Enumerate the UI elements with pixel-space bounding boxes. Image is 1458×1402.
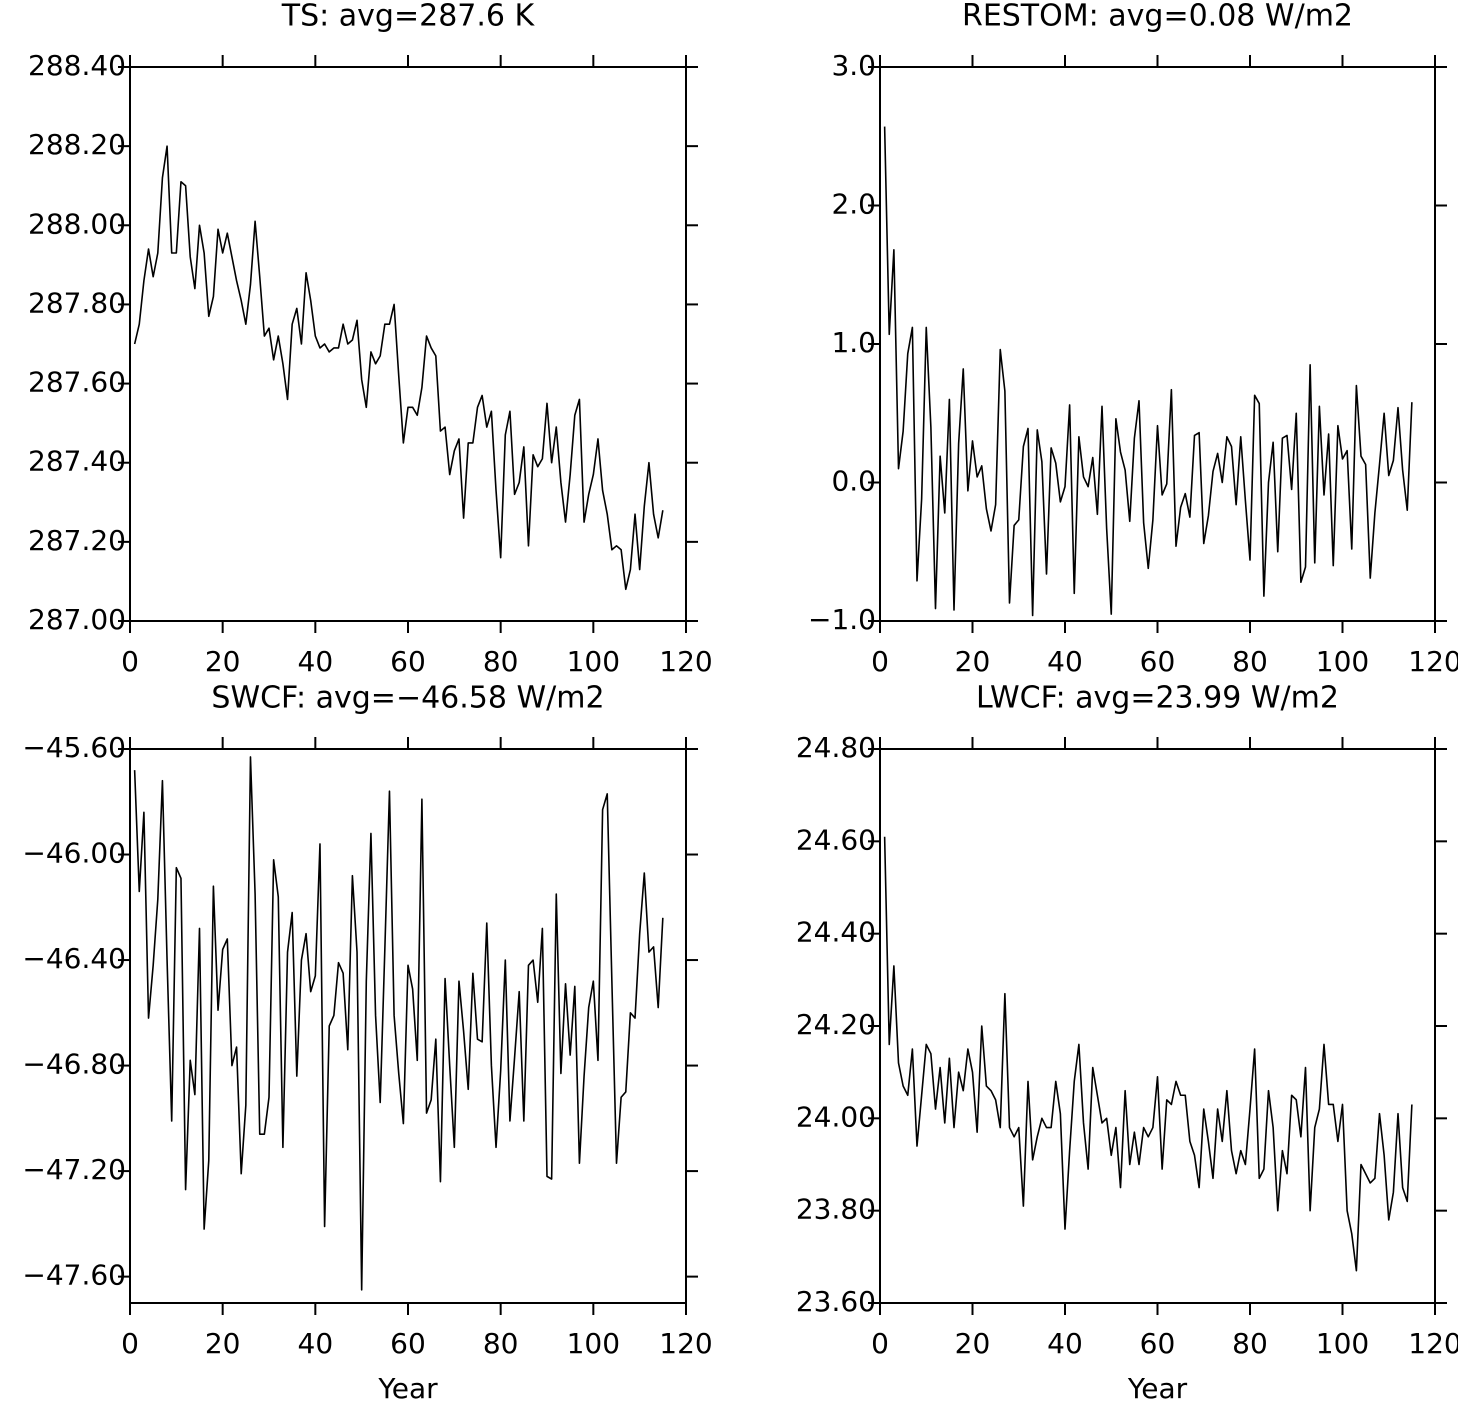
x-tick-label: 40 — [298, 645, 334, 678]
y-tick-label: 24.40 — [796, 916, 876, 949]
x-tick-label: 120 — [659, 645, 712, 678]
y-tick-label: 287.80 — [28, 286, 126, 319]
y-tick-label: 24.20 — [796, 1008, 876, 1041]
y-tick-label: −46.80 — [22, 1048, 126, 1081]
x-tick-label: 100 — [567, 645, 620, 678]
y-tick-label: 287.60 — [28, 366, 126, 399]
x-tick-label: 0 — [121, 1327, 139, 1360]
data-line — [133, 756, 664, 1291]
data-line — [883, 836, 1413, 1272]
x-tick-label: 80 — [1232, 645, 1268, 678]
x-tick-label: 60 — [390, 645, 426, 678]
x-tick-label: 0 — [871, 645, 889, 678]
y-tick-label: 23.80 — [796, 1193, 876, 1226]
plot-frame — [129, 748, 687, 1304]
chart-title: RESTOM: avg=0.08 W/m2 — [962, 0, 1353, 34]
x-tick-label: 40 — [1047, 1327, 1083, 1360]
x-axis-label: Year — [377, 1372, 438, 1402]
x-tick-label: 120 — [659, 1327, 712, 1360]
y-tick-label: 3.0 — [831, 49, 876, 82]
y-tick-label: 23.60 — [796, 1285, 876, 1318]
panel: TS: avg=287.6 K 287.00 287.20 287.40 287.60 2… — [28, 0, 713, 678]
x-tick-label: 20 — [955, 645, 991, 678]
y-tick-label: 287.40 — [28, 445, 126, 478]
y-tick-label: 287.20 — [28, 524, 126, 557]
x-tick-label: 60 — [1140, 645, 1176, 678]
panel: RESTOM: avg=0.08 W/m2 −1.0 0.0 1.0 2.0 3.0 0 20… — [808, 0, 1458, 678]
y-tick-label: −1.0 — [808, 603, 876, 636]
y-tick-label: 24.60 — [796, 823, 876, 856]
x-axis-label: Year — [1127, 1372, 1188, 1402]
x-tick-label: 0 — [871, 1327, 889, 1360]
data-line — [883, 126, 1413, 617]
x-tick-label: 120 — [1408, 1327, 1458, 1360]
x-tick-label: 100 — [567, 1327, 620, 1360]
x-tick-label: 20 — [205, 645, 241, 678]
x-tick-label: 0 — [121, 645, 139, 678]
plot-frame — [879, 66, 1436, 622]
plot-frame — [129, 66, 687, 622]
x-tick-label: 60 — [390, 1327, 426, 1360]
plot-frame — [879, 748, 1436, 1304]
y-tick-label: 288.40 — [28, 49, 126, 82]
data-line — [133, 145, 664, 591]
y-tick-label: 24.80 — [796, 731, 876, 764]
x-tick-label: 40 — [298, 1327, 334, 1360]
x-tick-label: 100 — [1316, 645, 1369, 678]
chart-title: SWCF: avg=−46.58 W/m2 — [211, 681, 604, 716]
y-tick-label: 24.00 — [796, 1100, 876, 1133]
x-tick-label: 80 — [483, 1327, 519, 1360]
x-tick-label: 40 — [1047, 645, 1083, 678]
x-tick-label: 20 — [955, 1327, 991, 1360]
y-tick-label: 1.0 — [831, 326, 876, 359]
y-tick-label: −46.40 — [22, 942, 126, 975]
x-tick-label: 100 — [1316, 1327, 1369, 1360]
x-tick-label: 20 — [205, 1327, 241, 1360]
y-tick-label: −47.60 — [22, 1259, 126, 1292]
y-tick-label: −46.00 — [22, 837, 126, 870]
y-tick-label: 2.0 — [831, 188, 876, 221]
panel: SWCF: avg=−46.58 W/m2 −47.60 −47.20 −46.80 −… — [22, 681, 712, 1402]
x-tick-label: 60 — [1140, 1327, 1176, 1360]
y-tick-label: 288.20 — [28, 128, 126, 161]
y-tick-label: 288.00 — [28, 207, 126, 240]
x-tick-label: 80 — [483, 645, 519, 678]
panel: LWCF: avg=23.99 W/m2 23.60 23.80 24.00 24.20… — [796, 681, 1458, 1402]
chart-title: LWCF: avg=23.99 W/m2 — [976, 681, 1339, 716]
y-tick-label: 0.0 — [831, 465, 876, 498]
x-tick-label: 80 — [1232, 1327, 1268, 1360]
x-tick-label: 120 — [1408, 645, 1458, 678]
y-tick-label: −45.60 — [22, 731, 126, 764]
y-tick-label: 287.00 — [28, 603, 126, 636]
y-tick-label: −47.20 — [22, 1153, 126, 1186]
chart-title: TS: avg=287.6 K — [281, 0, 536, 34]
